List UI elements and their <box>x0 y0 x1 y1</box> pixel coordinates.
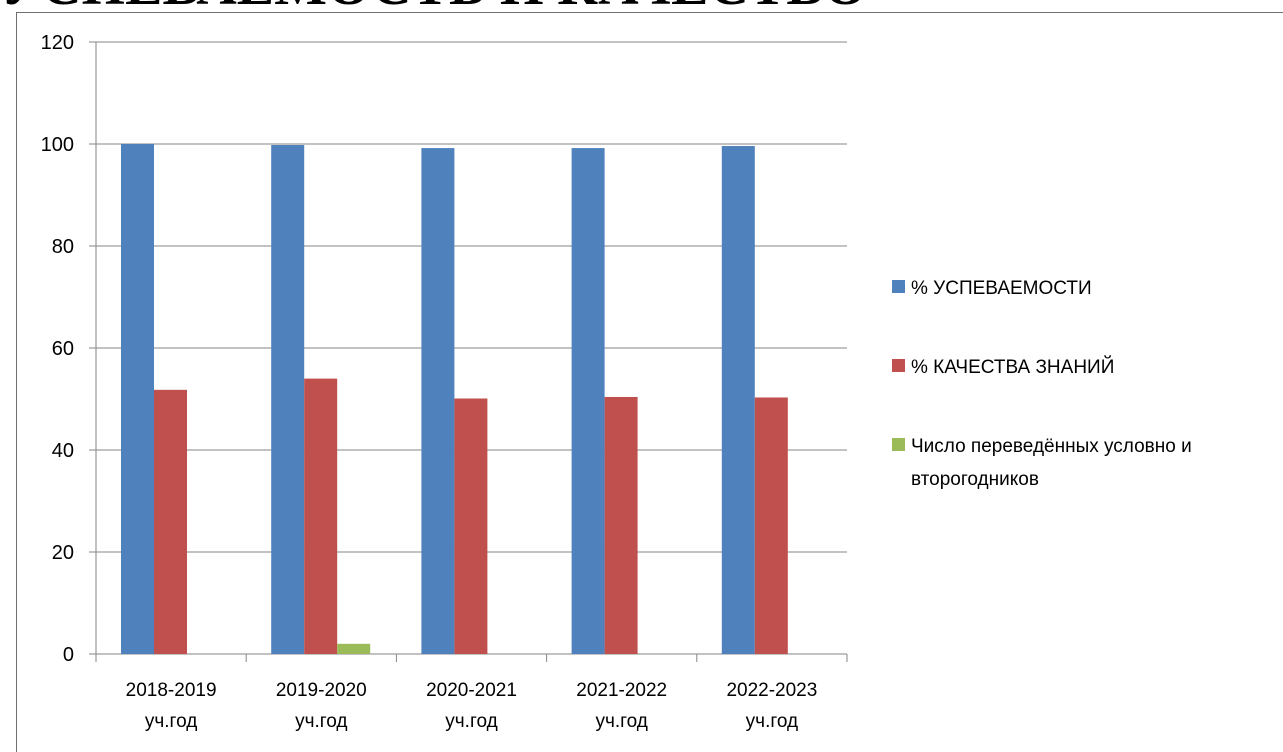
legend-swatch-2 <box>892 438 905 451</box>
x-category-label: уч.год <box>145 711 197 732</box>
bar-series1-cat2 <box>454 398 488 654</box>
y-tick-label: 60 <box>52 338 74 360</box>
bar-series1-cat1 <box>304 378 338 654</box>
bar-series1-cat0 <box>154 389 187 654</box>
y-tick-label: 80 <box>52 236 74 258</box>
x-category-label: 2021-2022 <box>576 680 667 701</box>
x-category-label: 2020-2021 <box>426 680 517 701</box>
legend-swatch-0 <box>892 280 905 293</box>
x-category-label: уч.год <box>595 711 647 732</box>
legend-label: Число переведённых условно и <box>911 436 1192 457</box>
x-category-label: 2019-2020 <box>276 680 367 701</box>
y-tick-label: 40 <box>52 440 74 462</box>
x-category-label: 2018-2019 <box>126 680 217 701</box>
x-category-label: уч.год <box>445 711 497 732</box>
y-tick-label: 100 <box>41 134 74 156</box>
x-category-label: 2022-2023 <box>726 680 817 701</box>
bar-series1-cat3 <box>604 396 638 654</box>
y-tick-label: 120 <box>41 32 74 54</box>
bar-series0-cat1 <box>271 145 305 654</box>
legend-label: второгодников <box>911 469 1039 490</box>
legend-label: % УСПЕВАЕМОСТИ <box>911 278 1092 299</box>
page-title-clipped: УСПЕВАЕМОСТЬ И КАЧЕСТВО <box>0 0 1283 12</box>
bar-series0-cat0 <box>121 144 154 654</box>
bar-series0-cat4 <box>721 146 755 655</box>
bar-series0-cat3 <box>571 148 605 654</box>
bar-series2-cat1 <box>337 643 371 654</box>
chart-frame <box>16 12 1283 752</box>
y-tick-label: 20 <box>52 542 74 564</box>
x-category-label: уч.год <box>746 711 798 732</box>
bar-series0-cat2 <box>421 148 455 654</box>
x-category-label: уч.год <box>295 711 347 732</box>
legend-swatch-1 <box>892 359 905 372</box>
legend-label: % КАЧЕСТВА ЗНАНИЙ <box>911 356 1114 378</box>
y-tick-label: 0 <box>63 644 74 666</box>
bar-series1-cat4 <box>754 397 788 654</box>
